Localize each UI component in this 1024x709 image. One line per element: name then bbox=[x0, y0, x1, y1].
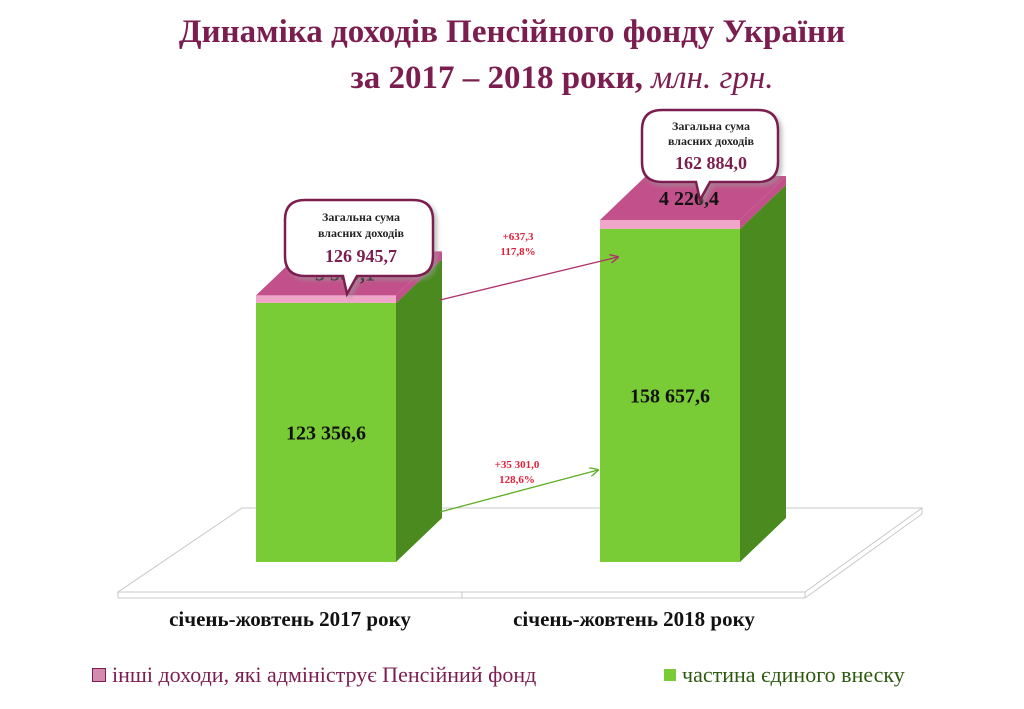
change-delta-esv: +35 301,0 bbox=[495, 459, 540, 471]
bar-pink-side bbox=[740, 175, 786, 229]
bar-segment-esv bbox=[600, 228, 740, 563]
callout-total-value: 162 884,0 bbox=[675, 153, 747, 173]
value-label-esv: 123 356,6 bbox=[286, 422, 366, 444]
callout-caption-line2: власних доходів bbox=[318, 226, 405, 240]
callout-caption-line1: Загальна сума bbox=[672, 119, 750, 133]
legend-label-other-income: інші доходи, які адмініструє Пенсійний ф… bbox=[112, 662, 537, 687]
category-label-2017: січень-жовтень 2017 року bbox=[169, 607, 411, 631]
legend-item-esv: частина єдиного внеску bbox=[664, 662, 905, 688]
legend-swatch-green bbox=[664, 669, 676, 681]
legend-label-esv: частина єдиного внеску bbox=[682, 662, 905, 687]
chart-subtitle: за 2017 – 2018 роки, млн. грн. bbox=[0, 60, 1024, 97]
total-callout-2018: Загальна сума власних доходів 162 884,0 bbox=[640, 108, 780, 204]
bar-green-side bbox=[740, 184, 786, 563]
chart-title: Динаміка доходів Пенсійного фонду Україн… bbox=[178, 14, 846, 50]
floor-edge bbox=[804, 513, 923, 599]
bar-segment-esv bbox=[256, 302, 396, 562]
change-arrow-esv bbox=[439, 470, 598, 513]
legend-item-other-income: інші доходи, які адмініструє Пенсійний ф… bbox=[92, 662, 536, 688]
change-percent-esv: 128,6% bbox=[499, 474, 535, 486]
change-arrow-other bbox=[439, 257, 618, 301]
bar-top-face bbox=[600, 175, 786, 220]
change-delta-other: +637,3 bbox=[502, 231, 534, 243]
callout-caption-line1: Загальна сума bbox=[322, 210, 400, 224]
category-label-2018: січень-жовтень 2018 року bbox=[513, 607, 755, 631]
bar-green-side bbox=[396, 258, 442, 562]
chart-subtitle-main: за 2017 – 2018 роки, bbox=[350, 60, 643, 96]
chart-floor bbox=[116, 507, 924, 593]
value-label-esv: 158 657,6 bbox=[630, 385, 710, 407]
change-percent-other: 117,8% bbox=[500, 246, 535, 258]
callout-total-value: 126 945,7 bbox=[325, 246, 397, 266]
total-callout-2017: Загальна сума власних доходів 126 945,7 bbox=[283, 198, 435, 298]
callout-bubble bbox=[640, 108, 780, 204]
value-label-other: 4 226,4 bbox=[659, 188, 719, 210]
legend-swatch-pink bbox=[92, 668, 106, 682]
chart-subtitle-unit: млн. грн. bbox=[651, 60, 774, 96]
callout-caption-line2: власних доходів bbox=[668, 134, 755, 148]
bar-segment-other bbox=[256, 295, 396, 303]
callout-bubble bbox=[283, 198, 435, 298]
bar-segment-other bbox=[600, 219, 740, 229]
